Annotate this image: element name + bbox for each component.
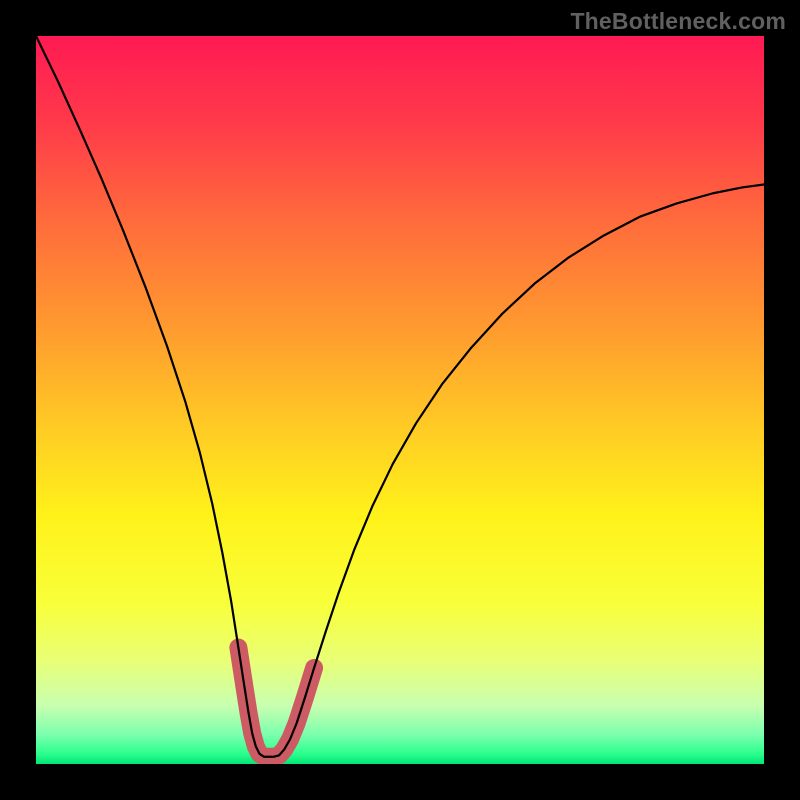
chart-frame: TheBottleneck.com: [0, 0, 800, 800]
chart-svg-wrap: [0, 0, 800, 800]
chart-svg: [0, 0, 800, 800]
watermark-label: TheBottleneck.com: [570, 8, 786, 35]
plot-background: [36, 36, 764, 764]
